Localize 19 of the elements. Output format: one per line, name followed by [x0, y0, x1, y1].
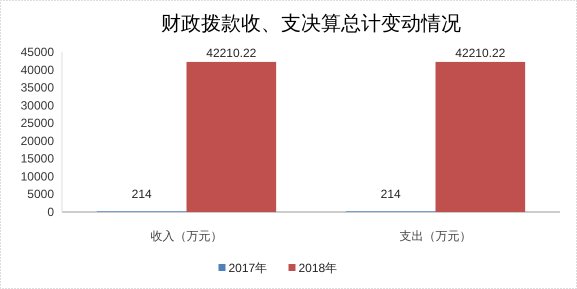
y-tick-label: 20000: [20, 134, 54, 148]
y-tick-label: 5000: [27, 187, 54, 202]
y-tick-label: 10000: [20, 169, 54, 184]
y-tick-label: 40000: [20, 62, 54, 77]
y-tick-label: 35000: [20, 80, 54, 95]
x-tick-label: 支出（万元）: [400, 229, 472, 243]
data-label: 214: [380, 187, 402, 202]
data-label: 214: [132, 187, 152, 202]
data-label: 42210.22: [206, 46, 257, 60]
y-tick-label: 0: [47, 205, 54, 219]
data-label: 42210.22: [455, 46, 506, 60]
y-tick-label: 15000: [20, 152, 54, 166]
y-tick-label: 45000: [20, 45, 54, 59]
y-tick-label: 25000: [20, 116, 54, 130]
x-tick-label: 收入（万元）: [150, 229, 222, 243]
legend-label: 2018年: [298, 261, 338, 275]
legend-label: 2017年: [228, 261, 268, 275]
chart-title: 财政拨款收、支决算总计变动情况: [161, 13, 461, 35]
y-tick-label: 30000: [20, 98, 54, 112]
